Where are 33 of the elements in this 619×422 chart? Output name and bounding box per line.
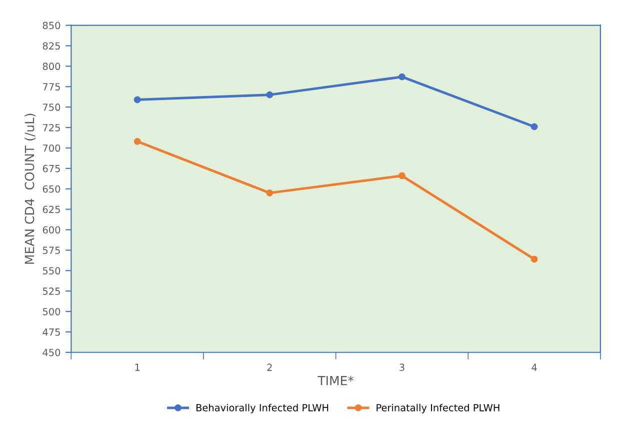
y-tick-label: 450 — [42, 348, 60, 356]
point — [398, 172, 406, 180]
x-tick-label: 2 — [267, 364, 272, 371]
y-tick-label: 625 — [42, 206, 60, 214]
x-axis-title: TIME* — [318, 376, 354, 386]
y-tick-label: 600 — [42, 226, 60, 234]
y-tick-label: 475 — [42, 328, 60, 336]
legend-label: Perinatally Infected PLWH — [376, 404, 500, 414]
point — [134, 138, 141, 145]
y-tick-label: 800 — [42, 62, 60, 70]
legend-label: Behaviorally Infected PLWH — [196, 404, 328, 414]
x-tick-label: 4 — [532, 364, 537, 371]
point — [530, 256, 538, 263]
point — [266, 189, 274, 196]
y-tick-label: 525 — [42, 288, 60, 295]
y-tick-label: 500 — [42, 308, 60, 316]
x-tick-label: 3 — [400, 364, 404, 372]
y-tick-label: 675 — [42, 164, 60, 172]
y-tick-label: 550 — [42, 267, 60, 274]
y-tick-label: 750 — [43, 104, 60, 111]
y-tick-label: 850 — [42, 22, 60, 30]
point — [134, 96, 141, 104]
y-tick-label: 575 — [42, 246, 60, 254]
point — [530, 123, 538, 130]
y-tick-label: 700 — [43, 144, 60, 152]
x-tick-label: 1 — [135, 364, 140, 371]
y-tick-label: 725 — [43, 124, 60, 132]
y-tick-label: 825 — [42, 42, 60, 50]
y-axis-title: MEAN CD4 COUNT (/uL) — [24, 114, 36, 264]
point — [266, 91, 274, 98]
y-tick-label: 775 — [43, 83, 60, 90]
point — [398, 73, 406, 80]
y-tick-label: 650 — [42, 185, 60, 193]
